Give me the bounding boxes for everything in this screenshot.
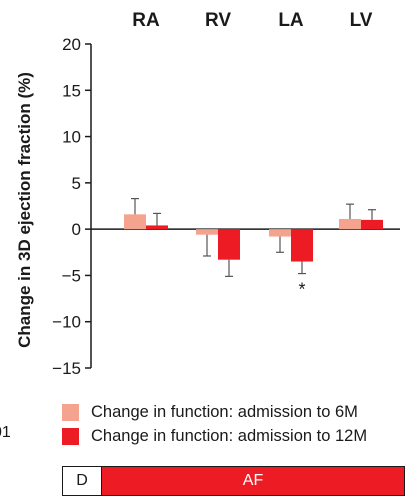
category-label-rv: RV [205,10,231,31]
y-tick-label: 15 [62,81,81,100]
bar-la-6m [269,229,291,237]
category-label-lv: LV [350,10,373,31]
y-tick-label: 10 [62,128,81,147]
bar-ra-6m [124,214,146,230]
bar-lv-6m [339,218,361,230]
rhythm-status-bar: D AF [62,466,405,496]
legend-label-12m: Change in function: admission to 12M [91,426,368,445]
y-tick-label: −5 [62,266,81,285]
category-label-ra: RA [132,10,160,31]
y-axis-label: Change in 3D ejection fraction (%) [15,72,34,348]
y-tick-label: 20 [62,35,81,54]
side-label: 01 [0,424,11,441]
legend-swatch-12m [62,427,79,445]
bar-rv-12m [218,229,240,260]
y-axis-ticks: 20 15 10 5 0 −5 −10 −15 [52,35,91,378]
bar-rv-6m [196,229,218,235]
significance-asterisk: * [298,280,305,300]
bar-lv-12m [361,219,383,230]
annotations: * [298,280,305,300]
status-segment-af: AF [102,467,404,495]
bar-la-12m [291,229,313,262]
legend-label-6m: Change in function: admission to 6M [91,402,358,421]
y-tick-label: 5 [72,174,81,193]
y-tick-label: −15 [52,359,81,378]
legend-swatch-6m [62,403,79,421]
category-label-la: LA [278,10,304,31]
legend-item-12m: Change in function: admission to 12M [62,424,367,448]
bars [124,197,383,277]
bar-chart: RA RV LA LV 20 15 10 5 0 −5 −10 −15 * Change in 3D… [15,10,400,378]
legend: Change in function: admission to 6M Chan… [62,400,367,448]
legend-item-6m: Change in function: admission to 6M [62,400,367,424]
category-labels: RA RV LA LV [132,10,372,31]
y-tick-label: −10 [52,313,81,332]
status-segment-d: D [63,467,102,495]
y-tick-label: 0 [72,220,81,239]
bar-ra-12m [146,225,168,230]
